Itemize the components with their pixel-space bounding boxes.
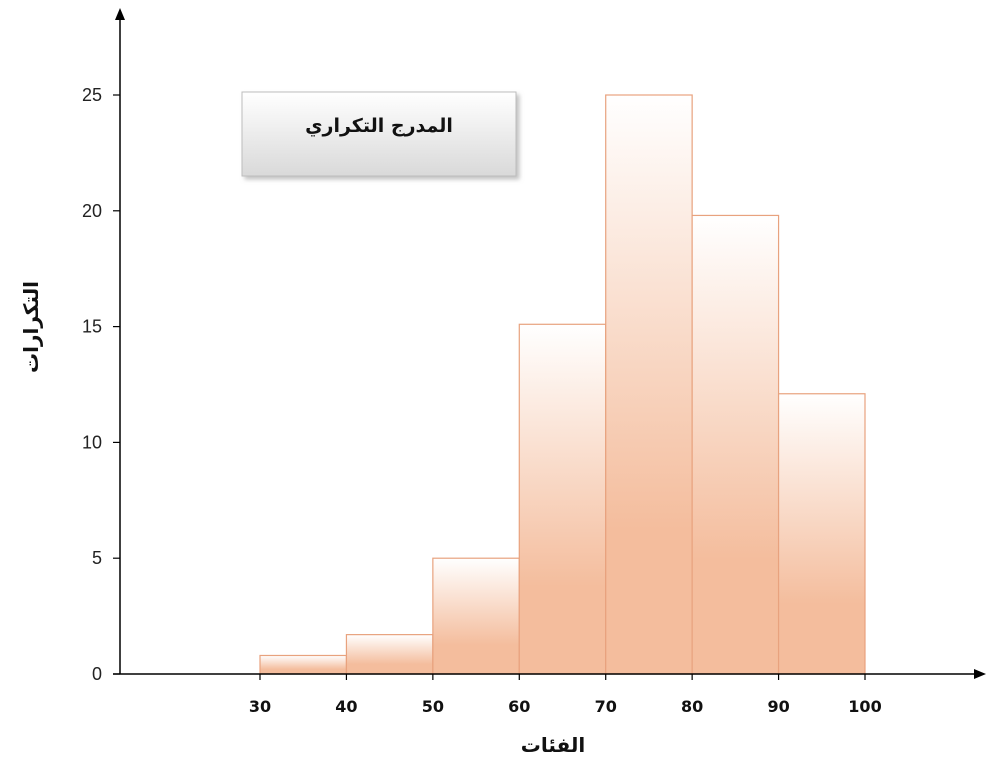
x-axis-arrow [974,669,986,679]
histogram-bar [777,393,866,675]
x-tick-label: 40 [335,697,357,716]
bars-layer [259,94,866,675]
histogram-bar [605,94,693,675]
x-tick-label: 50 [422,697,444,716]
y-axis-title: التكرارات [19,281,43,373]
x-ticks: 30 40 50 60 70 80 90 100 [249,674,882,716]
y-tick-label: 25 [82,85,102,105]
x-tick-label: 100 [848,697,881,716]
x-tick-label: 70 [595,697,617,716]
histogram-bar [691,214,780,675]
y-tick-label: 10 [82,432,102,452]
histogram-bar [259,654,348,675]
x-tick-label: 90 [767,697,789,716]
y-tick-label: 15 [82,317,102,337]
x-tick-label: 30 [249,697,271,716]
y-tick-label: 0 [92,664,102,684]
chart-title-box: المدرج التكراري [241,91,517,177]
y-tick-label: 20 [82,201,102,221]
y-tick-label: 5 [92,548,102,568]
y-axis-arrow [115,8,125,20]
x-tick-label: 80 [681,697,703,716]
y-ticks: 0 5 10 15 20 25 [82,85,120,684]
histogram-bar [432,557,520,675]
x-tick-label: 60 [508,697,530,716]
x-axis-title: الفئات [521,733,586,757]
histogram-bar [518,323,607,675]
histogram-bar [345,634,434,675]
chart-title: المدرج التكراري [305,115,453,138]
title-box-background [241,91,517,177]
